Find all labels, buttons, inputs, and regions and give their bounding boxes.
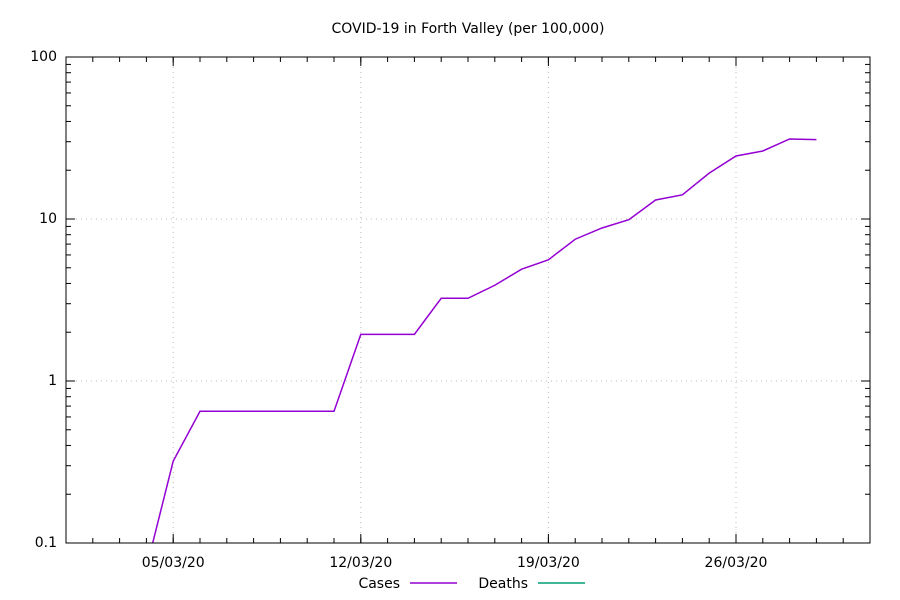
chart-title: COVID-19 in Forth Valley (per 100,000): [332, 21, 605, 37]
legend-label: Deaths: [478, 576, 528, 592]
series-line: [151, 138, 817, 543]
y-tick-label: 100: [30, 49, 57, 65]
plot-area: [151, 138, 817, 543]
x-tick-label: 12/03/20: [329, 555, 392, 571]
grid: [66, 56, 870, 544]
y-tick-label: 1: [48, 373, 57, 389]
y-tick-label: 10: [39, 211, 57, 227]
x-tick-label: 19/03/20: [517, 555, 580, 571]
y-tick-label: 0.1: [35, 535, 57, 551]
x-tick-label: 26/03/20: [705, 555, 768, 571]
legend-label: Cases: [358, 576, 400, 592]
x-tick-label: 05/03/20: [142, 555, 205, 571]
plot-frame: [65, 56, 871, 544]
ticks: [66, 56, 870, 544]
